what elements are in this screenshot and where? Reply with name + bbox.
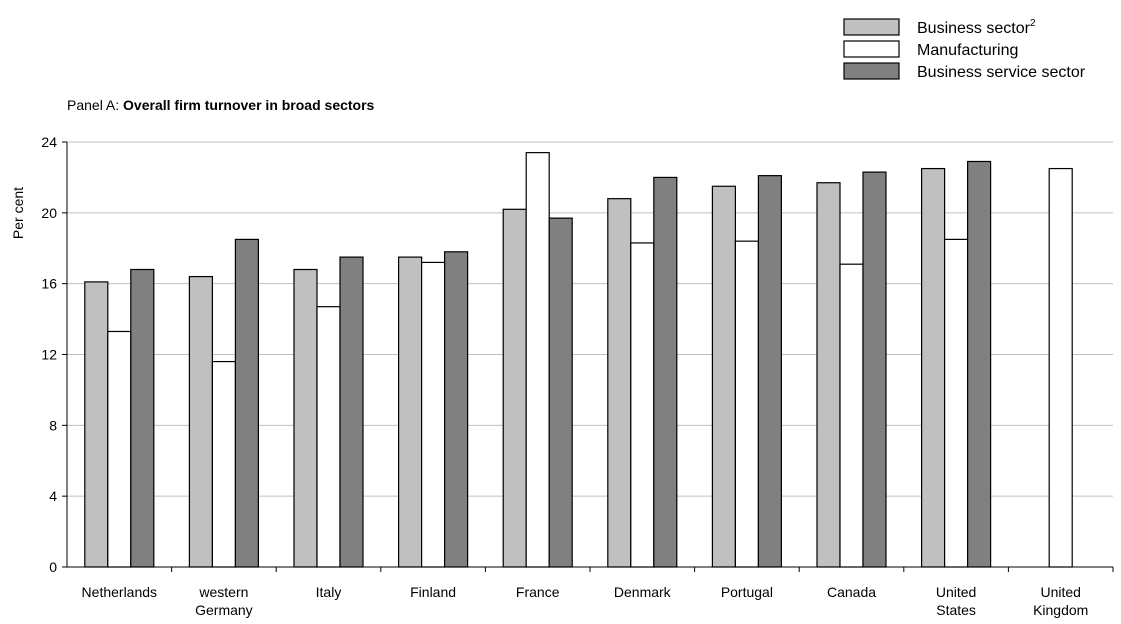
y-tick-label: 8	[49, 417, 57, 433]
bar	[130, 268, 155, 568]
bar	[920, 167, 946, 568]
chart-title: Panel A: Overall firm turnover in broad …	[67, 97, 375, 113]
bar	[316, 306, 341, 568]
x-tick-label: United States	[936, 584, 976, 618]
bar	[234, 238, 259, 568]
y-tick-label: 24	[41, 134, 57, 150]
chart-title-prefix: Panel A:	[67, 97, 123, 113]
legend-label: Business sector2	[917, 18, 1036, 37]
bar	[757, 175, 783, 568]
y-tick-label: 4	[49, 488, 57, 504]
bar	[188, 275, 213, 568]
legend-swatch	[843, 40, 900, 58]
legend-swatch	[843, 62, 900, 80]
bar	[339, 256, 364, 568]
x-tick-label: Netherlands	[82, 584, 158, 600]
y-tick-label: 0	[49, 559, 57, 575]
bar	[966, 160, 992, 568]
legend-label: Business service sector	[917, 64, 1086, 81]
legend-label: Manufacturing	[917, 42, 1018, 59]
bar	[607, 198, 632, 568]
y-tick-label: 16	[41, 276, 57, 292]
bar	[398, 256, 423, 568]
bar	[943, 238, 969, 568]
x-tick-label: Canada	[827, 584, 876, 600]
chart-title-bold: Overall firm turnover in broad sectors	[123, 97, 375, 113]
legend-swatch	[843, 18, 900, 36]
x-tick-label: United Kingdom	[1033, 584, 1088, 618]
bar	[653, 176, 678, 568]
bar	[107, 330, 132, 568]
x-tick-label: western Germany	[195, 584, 253, 618]
bar	[548, 217, 573, 568]
bars	[84, 152, 1073, 568]
x-tick-label: Portugal	[721, 584, 773, 600]
x-tick-label: Italy	[316, 584, 342, 600]
bar	[734, 240, 760, 568]
x-tick-label: Denmark	[614, 584, 672, 600]
bar	[630, 242, 655, 568]
x-tick-label: France	[516, 584, 560, 600]
bar	[525, 152, 550, 568]
axes: 0 4 8 12 16 20 24 Netherlands western Germany Ital…	[41, 134, 1114, 618]
bar	[1048, 167, 1073, 568]
x-tick-label: Finland	[410, 584, 456, 600]
bar	[862, 171, 887, 568]
bar	[421, 261, 446, 568]
bar	[711, 185, 737, 568]
bar	[839, 263, 864, 568]
bar	[84, 281, 109, 568]
bar	[816, 182, 841, 568]
bar	[444, 251, 469, 568]
y-tick-label: 12	[41, 347, 57, 363]
bar	[293, 268, 318, 568]
bar	[502, 208, 527, 568]
y-tick-label: 20	[41, 205, 57, 221]
y-axis-label: Per cent	[10, 187, 26, 239]
bar	[211, 360, 236, 568]
legend: Business sector2 Manufacturing Business se…	[843, 18, 1086, 81]
